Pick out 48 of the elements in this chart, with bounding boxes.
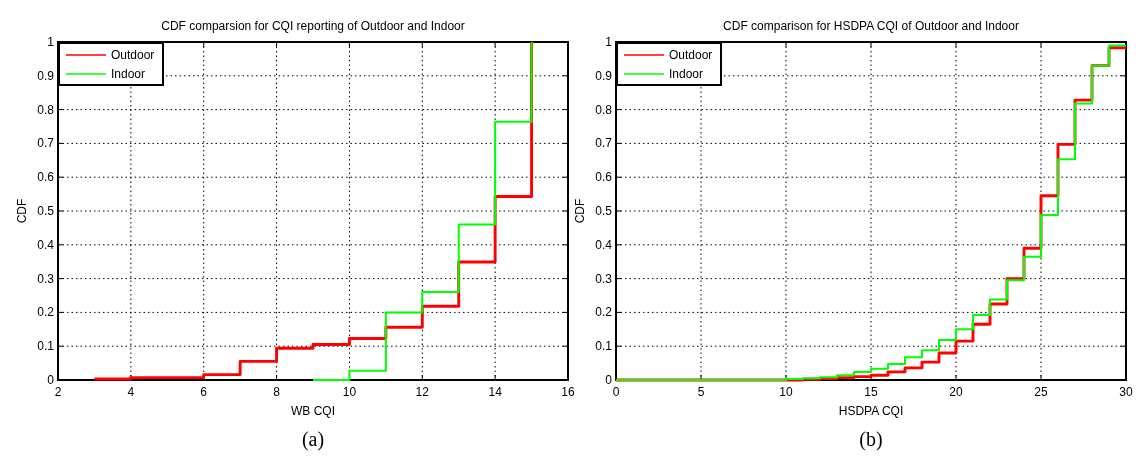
y-tick-label: 0.3 <box>37 271 55 286</box>
x-tick-label: 10 <box>779 385 793 399</box>
legend-label: Indoor <box>669 67 704 81</box>
y-axis-title: CDF <box>15 198 29 224</box>
y-tick-label: 0.4 <box>595 237 613 252</box>
chart-title: CDF comparison for HSDPA CQI of Outdoor and Indoor <box>723 19 1019 33</box>
x-tick-label: 25 <box>1034 385 1048 399</box>
y-tick-label: 0.1 <box>37 339 55 354</box>
y-tick-label: 0.7 <box>595 136 613 151</box>
legend-label: Outdoor <box>111 48 155 62</box>
y-tick-label: 0.5 <box>37 204 55 218</box>
y-tick-label: 0.2 <box>595 305 613 320</box>
text: (a) <box>301 428 325 451</box>
x-axis-title: WB CQI <box>291 404 335 418</box>
y-tick-label: 0 <box>605 373 613 387</box>
x-tick-label: 16 <box>561 385 575 399</box>
y-tick-label: 0.7 <box>37 136 55 151</box>
x-tick-label: 6 <box>200 385 208 399</box>
x-axis-title: HSDPA CQI <box>838 404 904 418</box>
y-tick-label: 0.3 <box>595 271 613 286</box>
y-tick-label: 0 <box>47 373 55 387</box>
x-tick-label: 4 <box>127 385 135 399</box>
y-tick-label: 1 <box>605 35 613 49</box>
x-tick-label: 12 <box>415 385 430 399</box>
y-tick-label: 1 <box>47 35 55 49</box>
y-tick-label: 0.6 <box>37 170 55 185</box>
text: (b) <box>859 428 883 451</box>
y-axis-title: CDF <box>573 198 587 224</box>
chart-title: CDF comparsion for CQI reporting of Outdoor and Indoor <box>161 19 465 33</box>
y-tick-label: 0.5 <box>595 204 613 218</box>
x-tick-label: 30 <box>1119 385 1133 399</box>
x-tick-label: 20 <box>949 385 963 399</box>
y-tick-label: 0.8 <box>595 102 613 117</box>
y-tick-label: 0.1 <box>595 339 613 354</box>
y-tick-label: 0.8 <box>37 102 55 117</box>
x-tick-label: 14 <box>488 385 503 399</box>
legend-label: Outdoor <box>669 48 713 62</box>
x-tick-label: 8 <box>273 385 281 399</box>
y-tick-label: 0.9 <box>595 68 613 83</box>
x-tick-label: 2 <box>54 385 62 399</box>
y-tick-label: 0.6 <box>595 170 613 185</box>
y-tick-label: 0.4 <box>37 237 55 252</box>
y-tick-label: 0.2 <box>37 305 55 320</box>
y-tick-label: 0.9 <box>37 68 55 83</box>
x-tick-label: 10 <box>342 385 357 399</box>
x-tick-label: 5 <box>697 385 705 399</box>
x-tick-label: 15 <box>864 385 878 399</box>
legend-label: Indoor <box>111 67 146 81</box>
